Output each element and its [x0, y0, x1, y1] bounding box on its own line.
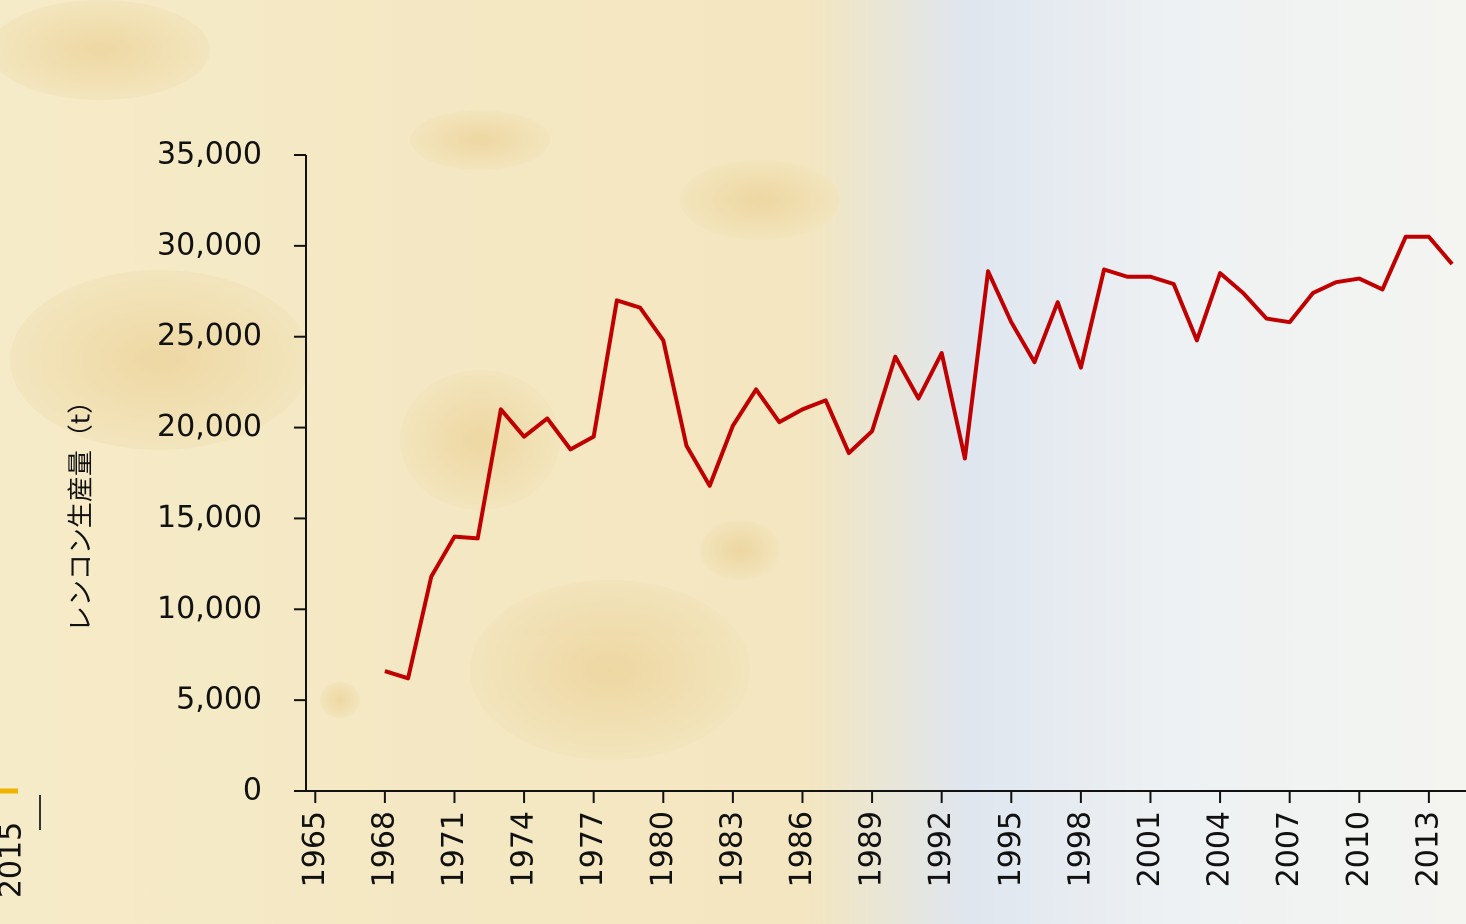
y-tick-label: 25,000 — [157, 318, 262, 353]
fragment-label: 2015 — [0, 822, 29, 898]
x-tick-label: 1980 — [645, 811, 680, 887]
y-tick-label: 35,000 — [157, 137, 262, 172]
x-tick-label: 1968 — [366, 811, 401, 887]
y-tick-label: 20,000 — [157, 409, 262, 444]
y-tick-label: 15,000 — [157, 500, 262, 535]
lotus-holes — [0, 0, 840, 760]
y-tick-label: 30,000 — [157, 227, 262, 262]
x-tick-label: 2004 — [1202, 811, 1237, 887]
y-axis-label: レンコン生産量（t） — [67, 388, 97, 632]
x-tick-label: 1974 — [506, 811, 541, 887]
x-tick-label: 1995 — [993, 811, 1028, 887]
x-tick-label: 2013 — [1410, 811, 1445, 887]
y-tick-label: 0 — [243, 773, 262, 808]
x-tick-label: 2001 — [1132, 811, 1167, 887]
data-line — [384, 234, 1454, 681]
x-tick-label: 2007 — [1271, 811, 1306, 887]
x-tick-label: 1977 — [575, 811, 610, 887]
x-tick-label: 1965 — [297, 811, 332, 887]
x-tick-label: 1998 — [1062, 811, 1097, 887]
x-tick-label: 1989 — [854, 811, 889, 887]
x-tick-label: 1986 — [784, 811, 819, 887]
y-tick-label: 10,000 — [157, 591, 262, 626]
x-tick-label: 1983 — [714, 811, 749, 887]
y-tick-label: 5,000 — [176, 682, 262, 717]
x-tick-label: 1971 — [436, 811, 471, 887]
x-tick-label: 1992 — [923, 811, 958, 887]
x-tick-label: 2010 — [1341, 811, 1376, 887]
